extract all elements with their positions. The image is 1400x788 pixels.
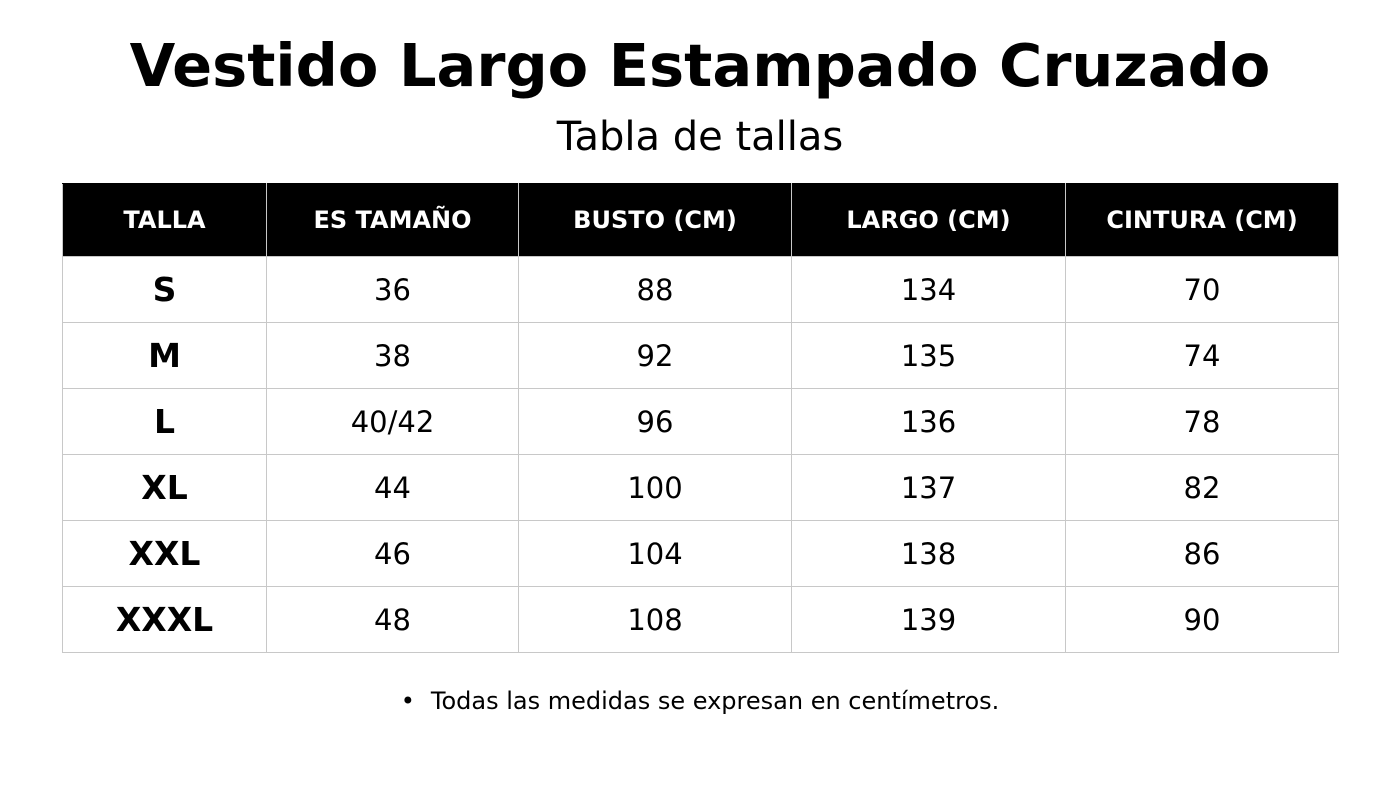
size-cell: XL [62,454,267,521]
table-cell: 139 [791,586,1066,653]
size-cell: S [62,256,267,323]
table-cell: 134 [791,256,1066,323]
size-cell: L [62,388,267,455]
table-row: L 40/42 96 136 78 [62,388,1339,455]
column-header: TALLA [62,183,267,257]
size-cell: M [62,322,267,389]
subtitle: Tabla de tallas [556,114,844,160]
table-cell: 70 [1065,256,1339,323]
table-cell: 104 [518,520,792,587]
size-table: TALLA ES TAMAÑO BUSTO (CM) LARGO (CM) CINTUR… [62,183,1339,653]
note: Todas las medidas se expresan en centíme… [0,684,1400,718]
table-cell: 46 [266,520,519,587]
table-body: S 36 88 134 70 M 38 92 135 74 L 40/42 96 136 78 XL 44 100… [62,256,1339,653]
table-cell: 86 [1065,520,1339,587]
table-cell: 108 [518,586,792,653]
table-row: M 38 92 135 74 [62,322,1339,389]
title: Vestido Largo Estampado Cruzado [129,31,1271,100]
column-header: ES TAMAÑO [266,183,519,257]
header-row: TALLA ES TAMAÑO BUSTO (CM) LARGO (CM) CINTUR… [62,183,1339,257]
table-cell: 138 [791,520,1066,587]
table-cell: 48 [266,586,519,653]
table-cell: 136 [791,388,1066,455]
table-cell: 82 [1065,454,1339,521]
table-cell: 92 [518,322,792,389]
table-cell: 100 [518,454,792,521]
size-cell: XXXL [62,586,267,653]
table-cell: 135 [791,322,1066,389]
table-cell: 36 [266,256,519,323]
table-cell: 44 [266,454,519,521]
table-cell: 90 [1065,586,1339,653]
table-row: S 36 88 134 70 [62,256,1339,323]
table-row: XXXL 48 108 139 90 [62,586,1339,653]
size-cell: XXL [62,520,267,587]
table-cell: 96 [518,388,792,455]
table-row: XXL 46 104 138 86 [62,520,1339,587]
table-cell: 38 [266,322,519,389]
table-cell: 88 [518,256,792,323]
column-header: LARGO (CM) [791,183,1066,257]
table-cell: 78 [1065,388,1339,455]
table-cell: 137 [791,454,1066,521]
table-cell: 74 [1065,322,1339,389]
column-header: BUSTO (CM) [518,183,792,257]
table-row: XL 44 100 137 82 [62,454,1339,521]
table-cell: 40/42 [266,388,519,455]
column-header: CINTURA (CM) [1065,183,1339,257]
